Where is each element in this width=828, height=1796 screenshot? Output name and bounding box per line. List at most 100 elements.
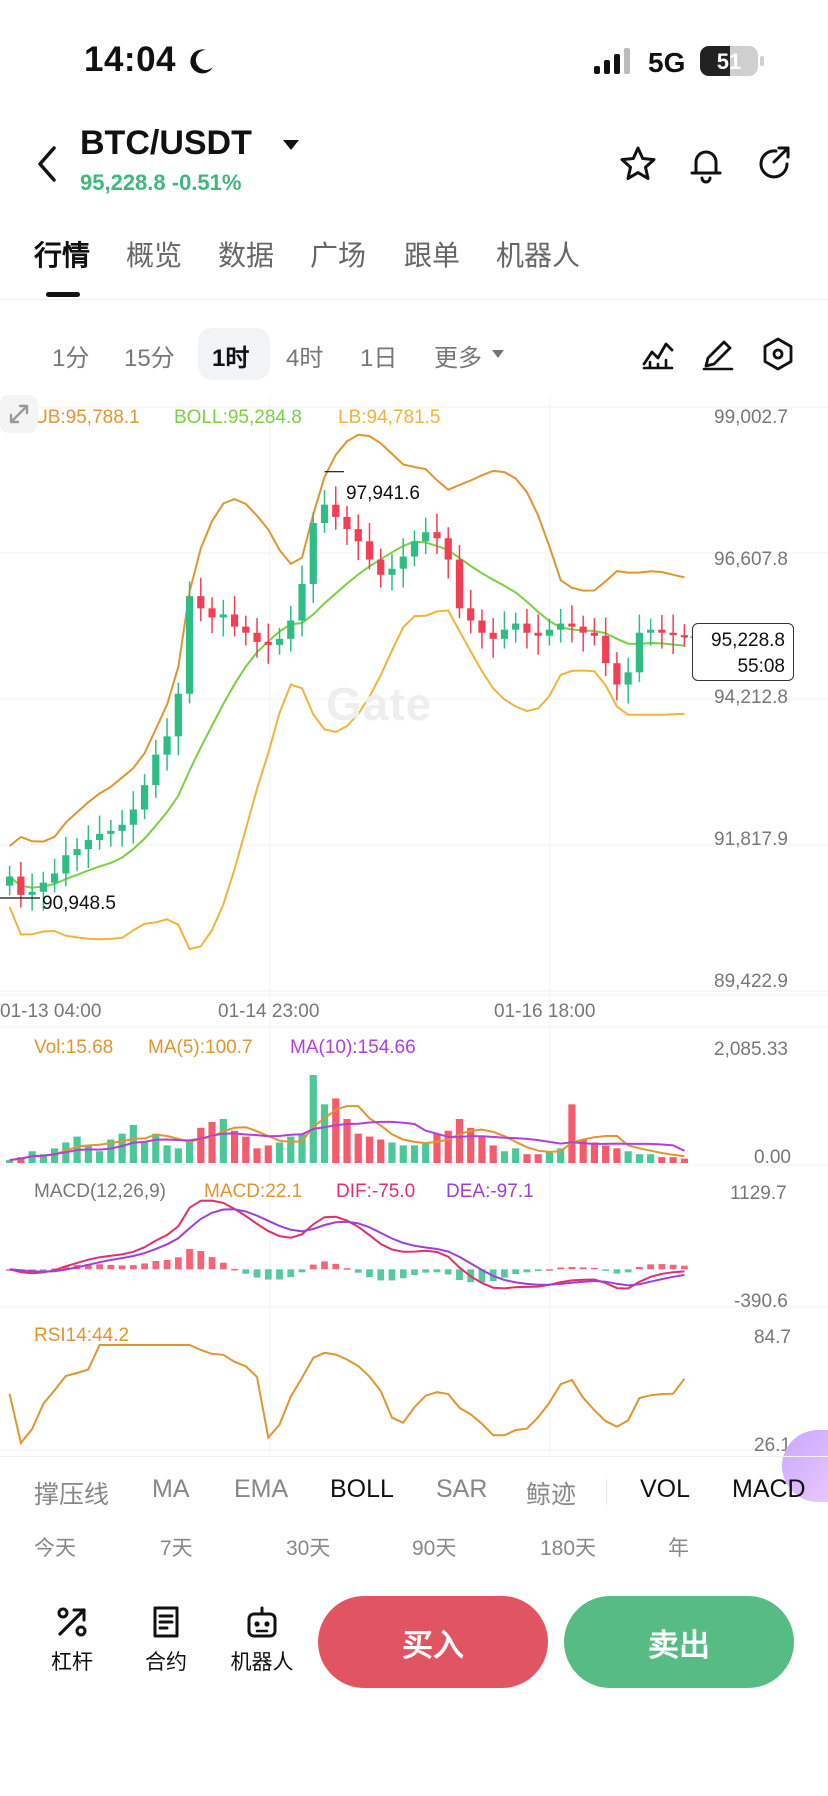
macd-histogram-bar [579,1267,587,1270]
contract-icon [153,1606,179,1638]
interval-4h[interactable]: 4时 [286,345,324,372]
volume-bar [107,1139,115,1163]
volume-bar [433,1133,441,1163]
pair-title[interactable]: BTC/USDT [80,124,252,162]
caret-down-icon[interactable] [282,138,300,152]
candle [264,641,272,645]
futures-button[interactable]: 合约 [126,1604,206,1676]
y-tick: 99,002.7 [714,407,788,428]
tab-square[interactable]: 广场 [310,240,367,271]
interval-1h[interactable]: 1时 [212,345,250,372]
indicator-vol[interactable]: VOL [640,1475,691,1503]
volume-bar [39,1154,47,1163]
tab-copy-trade[interactable]: 跟单 [404,240,461,271]
macd-histogram-bar [591,1267,598,1270]
more-caret-icon[interactable] [492,349,504,359]
candle [388,568,396,575]
tab-data[interactable]: 数据 [218,240,275,271]
legend-vol-ma10: MA(10):154.66 [290,1037,416,1058]
indicator-selector: 撑压线 MA EMA BOLL SAR 鲸迹 VOL MACD [0,1456,828,1522]
tab-market[interactable]: 行情 [34,240,91,271]
indicator-macd[interactable]: MACD [732,1475,806,1503]
range-7d[interactable]: 7天 [160,1537,193,1560]
volume-bar [129,1124,137,1163]
macd-histogram-bar [613,1269,621,1274]
share-icon[interactable] [754,144,794,184]
battery-icon: 51 [700,46,758,76]
macd-histogram-bar [84,1264,92,1270]
indicator-boll[interactable]: BOLL [330,1475,394,1503]
settings-hex-icon[interactable] [760,336,796,372]
macd-histogram-bar [129,1265,137,1270]
macd-histogram-bar [152,1260,160,1270]
back-icon[interactable] [30,142,66,186]
volume-bar [658,1157,666,1163]
candle [174,693,182,737]
macd-histogram-bar [388,1269,396,1281]
interval-1d[interactable]: 1日 [360,345,398,372]
candle [377,559,385,575]
indicator-sar[interactable]: SAR [436,1475,488,1503]
macd-histogram-bar [298,1269,306,1273]
tab-bot[interactable]: 机器人 [496,240,581,271]
candle [669,632,677,636]
legend-lb: LB:94,781.5 [338,407,441,428]
macd-histogram-bar [624,1269,632,1273]
volume-bar [523,1154,531,1163]
kline-canvas[interactable] [0,395,828,1455]
range-year[interactable]: 年 [668,1537,689,1560]
candle [365,541,374,560]
leverage-icon [57,1607,87,1637]
candle [309,522,317,584]
candle [444,538,452,560]
indicator-ema[interactable]: EMA [234,1475,289,1503]
macd-histogram-bar [366,1269,373,1278]
futures-label: 合约 [145,1651,187,1674]
leverage-button[interactable]: 杠杆 [32,1604,112,1676]
macd-y-min: -390.6 [734,1291,788,1312]
volume-bar [579,1139,587,1163]
macd-histogram-bar [444,1269,452,1275]
interval-more[interactable]: 更多 [434,345,482,372]
last-price-tag: 95,228.8 55:08 [692,623,794,681]
buy-button[interactable]: 买入 [318,1596,548,1688]
indicator-ma[interactable]: MA [152,1475,190,1503]
interval-1m[interactable]: 1分 [52,345,90,372]
tab-overview[interactable]: 概览 [126,240,183,271]
candle [95,833,104,840]
star-icon[interactable] [618,144,658,184]
volume-bar [197,1127,205,1163]
sell-button[interactable]: 卖出 [564,1596,794,1688]
bell-icon[interactable] [686,144,726,184]
candle [118,824,126,831]
indicator-whale[interactable]: 鲸迹 [526,1481,577,1509]
range-180d[interactable]: 180天 [540,1537,597,1560]
range-today[interactable]: 今天 [34,1537,76,1560]
candle [455,559,464,609]
candle [579,626,587,633]
draw-pen-icon[interactable] [700,336,736,372]
bot-button[interactable]: 机器人 [222,1604,302,1676]
interval-15m[interactable]: 15分 [124,345,175,372]
volume-bar [118,1133,126,1163]
range-90d[interactable]: 90天 [412,1537,457,1560]
volume-bar [512,1148,520,1163]
macd-histogram-bar [534,1269,542,1272]
macd-histogram-bar [174,1257,182,1270]
volume-bar [185,1139,194,1163]
candle [230,614,239,627]
indicator-support-resistance[interactable]: 撑压线 [34,1481,110,1509]
candle [197,596,205,609]
tab-active-indicator [46,292,80,297]
kline-chart[interactable]: Gate UB:95,788.1 BOLL:95,284.8 LB:94,781… [0,395,828,1456]
expand-icon[interactable] [0,395,38,433]
indicator-chart-icon[interactable] [640,336,676,372]
volume-bar [354,1133,362,1163]
range-30d[interactable]: 30天 [286,1537,331,1560]
legend-macd-name: MACD(12,26,9) [34,1181,166,1202]
battery-cap [760,56,764,66]
x-tick: 01-16 18:00 [494,1001,596,1022]
legend-vol: Vol:15.68 [34,1037,114,1058]
robot-icon [247,1606,277,1638]
volume-bar [95,1151,104,1163]
